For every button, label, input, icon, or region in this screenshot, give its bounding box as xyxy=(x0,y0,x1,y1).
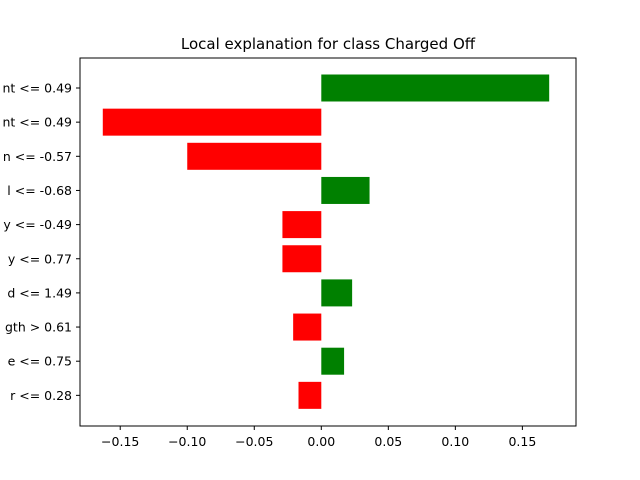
bar xyxy=(282,245,322,273)
y-tick-label: n <= -0.57 xyxy=(3,149,72,164)
chart-title: Local explanation for class Charged Off xyxy=(181,35,476,53)
bar xyxy=(293,313,322,341)
y-tick-label: nt <= 0.49 xyxy=(2,115,72,130)
y-tick-label: r <= 0.28 xyxy=(10,388,72,403)
bar xyxy=(298,381,322,409)
y-tick-label: gth > 0.61 xyxy=(5,320,72,335)
y-tick-label: nt <= 0.49 xyxy=(2,81,72,96)
x-tick-label: 0.00 xyxy=(307,434,335,449)
bar xyxy=(321,279,353,307)
y-tick-label: d <= 1.49 xyxy=(7,285,72,300)
y-axis: nt <= 0.49 nt <= 0.49 n <= -0.57 l <= -0.68… xyxy=(2,81,80,403)
x-tick-label: 0.15 xyxy=(508,434,536,449)
y-tick-label: y <= 0.77 xyxy=(8,251,72,266)
x-tick-label: −0.15 xyxy=(101,434,139,449)
y-tick-label: y <= -0.49 xyxy=(3,217,72,232)
bar xyxy=(282,211,322,239)
bars-group xyxy=(102,74,550,409)
x-axis: −0.15 −0.10 −0.05 0.00 0.05 0.10 0.15 xyxy=(101,426,536,449)
y-tick-label: l <= -0.68 xyxy=(7,183,72,198)
bar xyxy=(102,108,322,136)
bar xyxy=(321,347,345,375)
bar xyxy=(321,74,550,102)
x-tick-label: 0.05 xyxy=(374,434,402,449)
plot-frame xyxy=(79,57,577,427)
y-tick-label: e <= 0.75 xyxy=(8,354,72,369)
x-tick-label: −0.05 xyxy=(235,434,273,449)
bar xyxy=(321,176,370,204)
x-tick-label: −0.10 xyxy=(168,434,206,449)
bar xyxy=(187,142,322,170)
x-tick-label: 0.10 xyxy=(441,434,469,449)
